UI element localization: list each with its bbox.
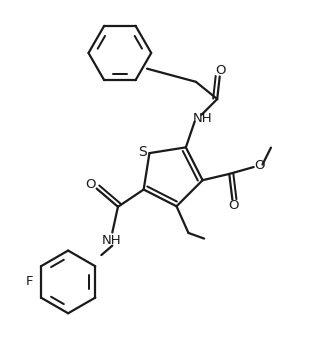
- Text: O: O: [86, 178, 96, 191]
- Text: S: S: [138, 145, 147, 159]
- Text: NH: NH: [102, 234, 122, 247]
- Text: O: O: [254, 159, 265, 172]
- Text: F: F: [26, 275, 34, 288]
- Text: O: O: [215, 64, 226, 77]
- Text: O: O: [228, 199, 238, 212]
- Text: NH: NH: [193, 112, 212, 125]
